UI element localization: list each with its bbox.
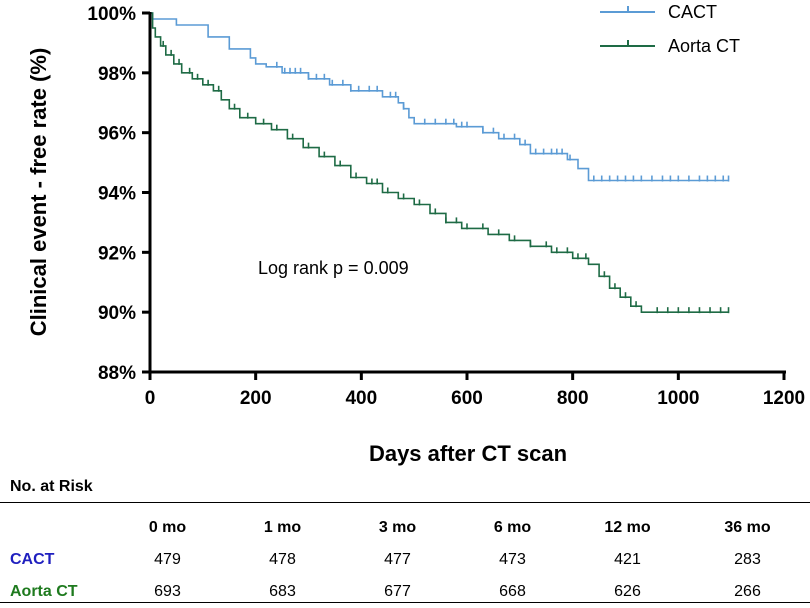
- y-tick-label: 94%: [98, 184, 136, 205]
- x-tick-label: 600: [451, 388, 483, 409]
- risk-header-col: 36 mo: [724, 519, 771, 536]
- y-tick-label: 100%: [87, 4, 136, 25]
- y-tick-label: 98%: [98, 64, 136, 85]
- risk-table-title: No. at Risk: [10, 478, 93, 495]
- risk-cell: 421: [614, 551, 641, 568]
- y-tick-label: 90%: [98, 303, 136, 324]
- legend: CACT Aorta CT: [600, 2, 740, 56]
- risk-row-label-cact: CACT: [10, 551, 55, 568]
- risk-cell: 668: [499, 583, 526, 600]
- risk-table: 0 mo 1 mo 3 mo 6 mo 12 mo 36 mo CACT 479…: [0, 512, 810, 608]
- risk-row-label-aorta-ct: Aorta CT: [10, 583, 78, 600]
- x-tick-label: 800: [557, 388, 589, 409]
- y-tick-label: 96%: [98, 124, 136, 145]
- risk-cell: 626: [614, 583, 641, 600]
- risk-header-col: 6 mo: [493, 519, 532, 536]
- risk-cell: 473: [499, 551, 526, 568]
- risk-row-aorta-ct: Aorta CT 693 683 677 668 626 266: [0, 576, 810, 608]
- y-tick-label: 88%: [98, 363, 136, 384]
- risk-cell: 479: [154, 551, 181, 568]
- annotation-logrank: Log rank p = 0.009: [258, 258, 409, 278]
- x-tick-label: 1200: [763, 388, 805, 409]
- risk-header-col: 12 mo: [604, 519, 651, 536]
- x-tick-label: 1000: [657, 388, 699, 409]
- risk-cell: 478: [269, 551, 296, 568]
- risk-cell: 477: [384, 551, 411, 568]
- risk-header-col: 1 mo: [263, 519, 302, 536]
- risk-row-cact: CACT 479 478 477 473 421 283: [0, 544, 810, 576]
- risk-table-top-rule: [0, 502, 810, 503]
- risk-table-header-row: 0 mo 1 mo 3 mo 6 mo 12 mo 36 mo: [0, 512, 810, 544]
- legend-label-cact: CACT: [668, 2, 717, 22]
- risk-header-col: 3 mo: [378, 519, 417, 536]
- y-tick-label: 92%: [98, 243, 136, 264]
- risk-cell: 683: [269, 583, 296, 600]
- risk-table-bottom-rule: [0, 602, 810, 603]
- km-chart: 88% 90% 92% 94% 96% 98% 100% 0 200 400 600 800 1000 1…: [26, 2, 805, 466]
- km-line-cact: [150, 12, 729, 182]
- legend-label-aorta: Aorta CT: [668, 36, 740, 56]
- x-tick-label: 200: [240, 388, 272, 409]
- risk-header-col: 0 mo: [148, 519, 187, 536]
- x-axis-label: Days after CT scan: [369, 441, 567, 466]
- risk-cell: 266: [734, 583, 761, 600]
- y-axis-label: Clinical event - free rate (%): [26, 48, 51, 337]
- x-tick-label: 0: [145, 388, 156, 409]
- x-tick-label: 400: [345, 388, 377, 409]
- risk-cell: 677: [384, 583, 411, 600]
- risk-header-empty: [0, 512, 110, 544]
- km-line-aorta-ct: [150, 12, 729, 313]
- risk-cell: 283: [734, 551, 761, 568]
- risk-cell: 693: [154, 583, 181, 600]
